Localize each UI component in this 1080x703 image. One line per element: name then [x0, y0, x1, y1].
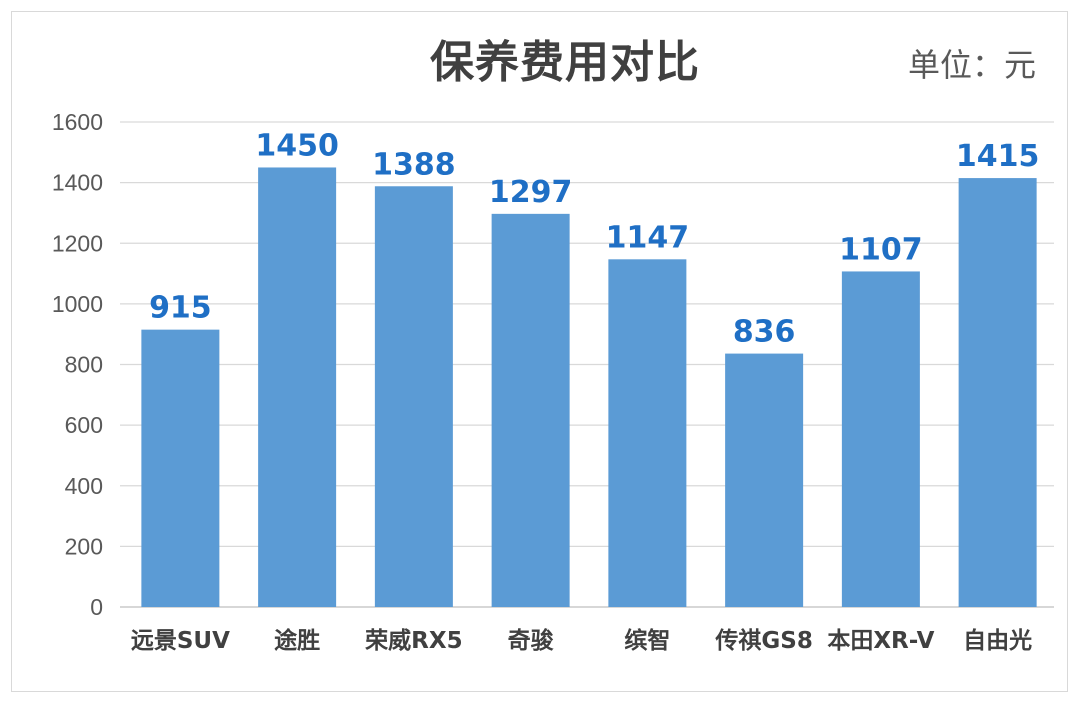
bar [608, 259, 687, 607]
bar [258, 167, 337, 607]
y-axis: 0 200 400 600 800 1000 1200 1400 1600 [52, 109, 103, 620]
bar [841, 271, 920, 607]
y-tick-label: 1000 [52, 291, 103, 317]
y-tick-label: 0 [90, 594, 103, 620]
bar [141, 329, 220, 607]
x-axis: 远景SUV 途胜 荣威RX5 奇骏 缤智 传祺GS8 本田XR-V 自由光 [131, 627, 1032, 654]
y-tick-label: 400 [65, 473, 103, 499]
y-tick-label: 1600 [52, 109, 103, 135]
bar [958, 178, 1037, 607]
data-label: 1107 [839, 232, 923, 267]
y-tick-label: 600 [65, 412, 103, 438]
data-label: 915 [149, 291, 212, 326]
bars [141, 167, 1037, 608]
y-tick-label: 200 [65, 533, 103, 559]
data-label: 1450 [255, 128, 339, 163]
data-label: 1388 [372, 147, 456, 182]
x-category-label: 途胜 [274, 627, 320, 654]
bar [374, 186, 453, 607]
data-label: 1297 [489, 175, 573, 210]
data-label: 1147 [606, 220, 690, 255]
x-category-label: 缤智 [624, 627, 670, 654]
y-tick-label: 1200 [52, 230, 103, 256]
x-category-label: 荣威RX5 [364, 627, 462, 654]
y-tick-label: 1400 [52, 170, 103, 196]
chart-title: 保养费用对比 [430, 37, 700, 88]
data-label: 1415 [956, 139, 1040, 174]
unit-label: 单位：元 [907, 46, 1036, 84]
data-label: 836 [733, 315, 796, 350]
x-category-label: 远景SUV [131, 628, 230, 654]
data-labels: 915 1450 1388 1297 1147 836 1107 1415 [149, 128, 1039, 349]
x-category-label: 传祺GS8 [714, 627, 812, 654]
x-category-label: 本田XR-V [827, 628, 934, 654]
x-category-label: 奇骏 [508, 627, 555, 654]
bar [725, 353, 804, 607]
y-tick-label: 800 [65, 352, 103, 378]
bar [491, 213, 570, 608]
x-category-label: 自由光 [963, 627, 1032, 654]
